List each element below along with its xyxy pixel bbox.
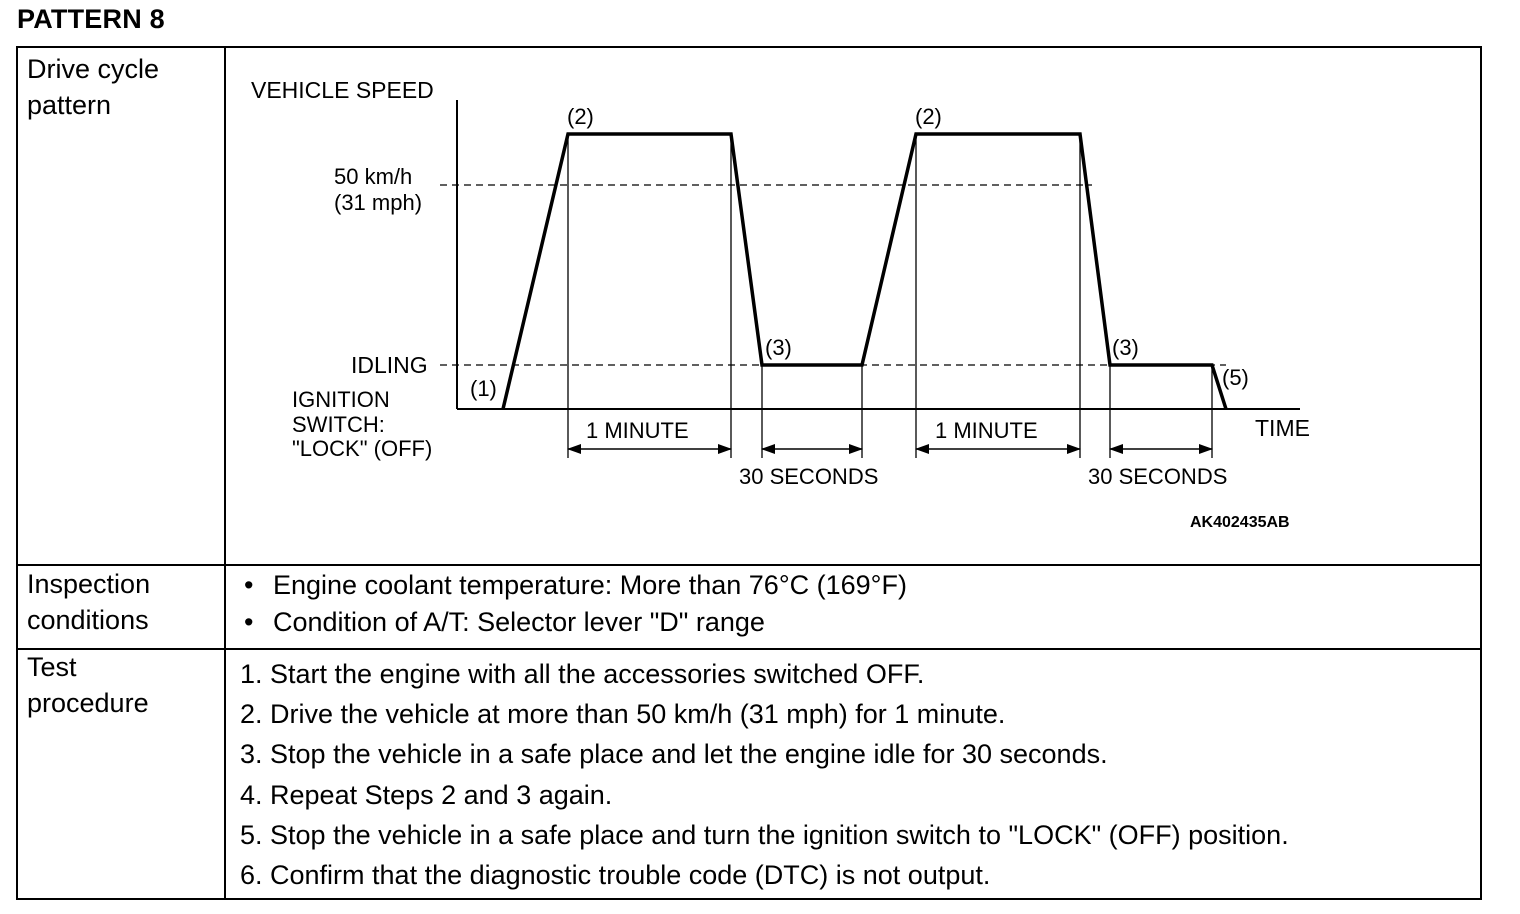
procedure-step: 6. Confirm that the diagnostic trouble c…: [240, 860, 991, 891]
point-label: (3): [1112, 335, 1139, 360]
interval-label: 1 MINUTE: [935, 418, 1038, 443]
condition-item: • Condition of A/T: Selector lever "D" ra…: [242, 604, 907, 641]
drive-cycle-label: Drive cycle pattern: [27, 54, 160, 120]
procedure-step: 5. Stop the vehicle in a safe place and …: [240, 819, 1289, 850]
point-label: (2): [915, 104, 942, 129]
inspection-conditions-label: Inspection conditions: [27, 569, 151, 635]
column-divider: [224, 48, 226, 898]
y-axis-label: VEHICLE SPEED: [251, 77, 434, 103]
test-procedure-label: Test procedure: [27, 652, 149, 718]
point-label: (3): [765, 335, 792, 360]
condition-item: • Engine coolant temperature: More than 7…: [242, 567, 907, 604]
ignition-label: "LOCK" (OFF): [292, 436, 432, 461]
row-divider: [18, 648, 1480, 650]
speed-reference-label: (31 mph): [334, 190, 422, 215]
procedure-step: 1. Start the engine with all the accesso…: [240, 659, 925, 689]
bullet-icon: •: [244, 570, 254, 600]
inspection-conditions-list: • Engine coolant temperature: More than 7…: [242, 567, 907, 641]
pattern-table: Drive cycle pattern Inspection condition…: [16, 46, 1482, 900]
ignition-label: IGNITION: [292, 387, 390, 412]
interval-label: 30 SECONDS: [1088, 464, 1227, 489]
ignition-label: SWITCH:: [292, 412, 385, 437]
x-axis-label: TIME: [1255, 415, 1310, 441]
speed-reference-label: 50 km/h: [334, 164, 412, 189]
bullet-icon: •: [244, 607, 254, 637]
point-label: (1): [470, 376, 497, 401]
interval-label: 1 MINUTE: [586, 418, 689, 443]
figure-code: AK402435AB: [1190, 514, 1290, 531]
idling-label: IDLING: [351, 352, 428, 378]
page-title: PATTERN 8: [17, 4, 165, 34]
point-label: (2): [567, 104, 594, 129]
point-label: (5): [1222, 365, 1249, 390]
speed-profile-line: [501, 132, 1228, 410]
test-procedure-list: 1. Start the engine with all the accesso…: [240, 654, 1289, 895]
procedure-step: 3. Stop the vehicle in a safe place and …: [240, 739, 1108, 770]
procedure-step: 4. Repeat Steps 2 and 3 again.: [240, 779, 613, 810]
procedure-step: 2. Drive the vehicle at more than 50 km/…: [240, 699, 1006, 730]
interval-label: 30 SECONDS: [739, 464, 878, 489]
row-divider: [18, 564, 1480, 566]
